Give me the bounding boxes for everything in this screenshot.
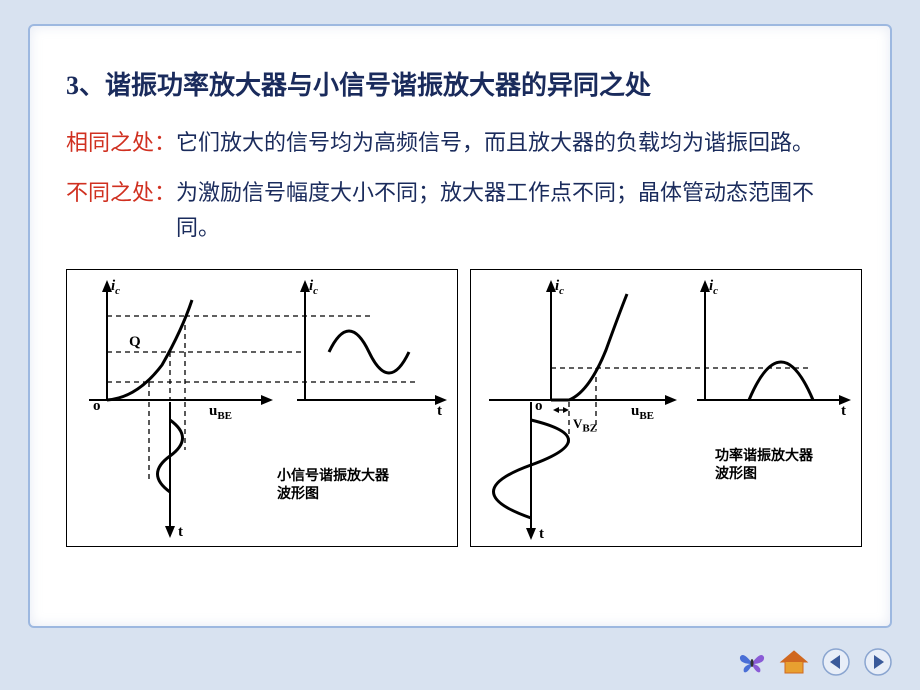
nav-bar: [736, 646, 894, 678]
left-caption: 小信号谐振放大器 波形图: [277, 468, 389, 504]
same-section: 相同之处： 它们放大的信号均为高频信号，而且放大器的负载均为谐振回路。: [66, 126, 854, 160]
butterfly-icon[interactable]: [736, 646, 768, 678]
right-caption: 功率谐振放大器 波形图: [715, 448, 813, 484]
diagram-small-signal: ic ic Q o uBE t t 小信号谐振放大器 波形图: [66, 269, 458, 547]
prev-button[interactable]: [820, 646, 852, 678]
right-caption-1: 功率谐振放大器: [715, 448, 813, 466]
slide-title: 3、谐振功率放大器与小信号谐振放大器的异同之处: [66, 68, 854, 104]
right-ic-label: ic: [555, 278, 564, 297]
right-t1-label: t: [841, 403, 846, 420]
left-ic-label: ic: [111, 278, 120, 297]
diagram-right-svg: [471, 270, 863, 548]
right-caption-2: 波形图: [715, 466, 813, 484]
right-o-label: o: [535, 398, 543, 415]
diagram-left-svg: [67, 270, 459, 548]
title-number: 3、: [66, 71, 105, 100]
diff-text: 为激励信号幅度大小不同；放大器工作点不同；晶体管动态范围不同。: [176, 176, 854, 244]
right-ic2-label: ic: [709, 278, 718, 297]
left-ic2-label: ic: [309, 278, 318, 297]
diff-section: 不同之处： 为激励信号幅度大小不同；放大器工作点不同；晶体管动态范围不同。: [66, 176, 854, 244]
left-caption-1: 小信号谐振放大器: [277, 468, 389, 486]
diagram-power-amp: ic ic o uBE t t VBZ 功率谐振放大器 波形图: [470, 269, 862, 547]
diff-label: 不同之处：: [66, 176, 176, 210]
right-ube-label: uBE: [631, 403, 654, 422]
next-button[interactable]: [862, 646, 894, 678]
same-text: 它们放大的信号均为高频信号，而且放大器的负载均为谐振回路。: [176, 126, 854, 160]
slide-content: 3、谐振功率放大器与小信号谐振放大器的异同之处 相同之处： 它们放大的信号均为高…: [30, 26, 890, 567]
slide-frame: 3、谐振功率放大器与小信号谐振放大器的异同之处 相同之处： 它们放大的信号均为高…: [28, 24, 892, 628]
left-t2-label: t: [178, 524, 183, 541]
same-label: 相同之处：: [66, 126, 176, 160]
left-t1-label: t: [437, 403, 442, 420]
vbz-label: VBZ: [573, 416, 597, 435]
left-o-label: o: [93, 398, 101, 415]
diagram-row: ic ic Q o uBE t t 小信号谐振放大器 波形图: [66, 269, 854, 547]
left-caption-2: 波形图: [277, 486, 389, 504]
q-point-label: Q: [129, 334, 141, 351]
right-t2-label: t: [539, 526, 544, 543]
title-text: 谐振功率放大器与小信号谐振放大器的异同之处: [105, 71, 651, 100]
home-icon[interactable]: [778, 646, 810, 678]
left-ube-label: uBE: [209, 403, 232, 422]
